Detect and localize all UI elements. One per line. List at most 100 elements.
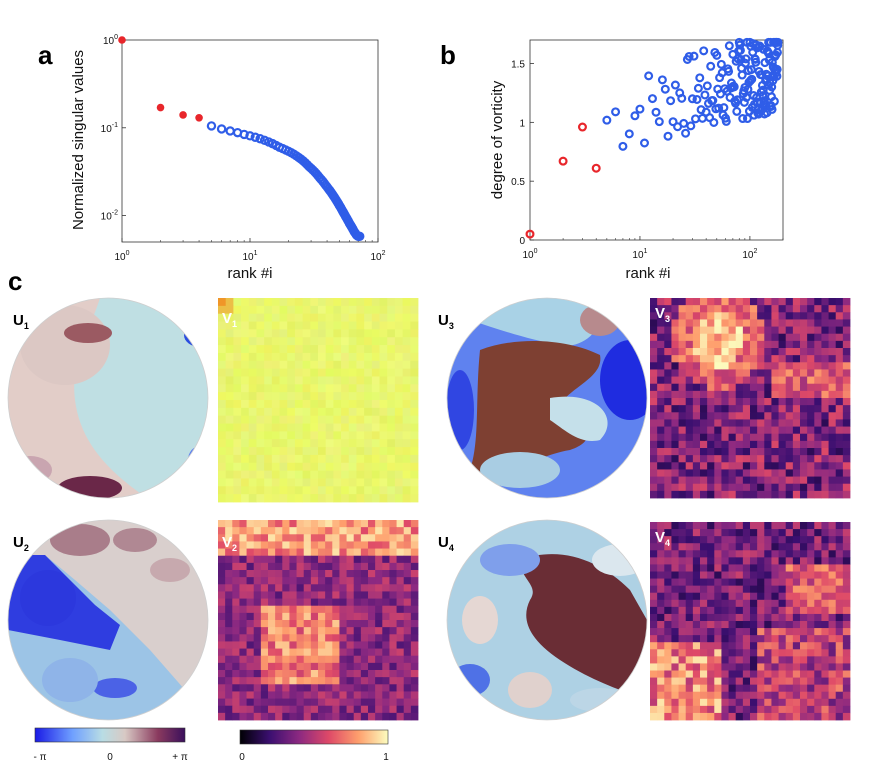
tag-u2: U2: [13, 534, 29, 553]
chart-b-point-blue: [670, 80, 680, 90]
v4-heatmap: [650, 522, 851, 721]
tag-v2: V2: [222, 534, 237, 553]
chart-a: 100 101 102 100 10-1 10-2 rank #i Normalized…: [70, 34, 386, 282]
chart-b-point-blue: [699, 46, 709, 56]
chart-b-point-blue: [666, 96, 676, 106]
chart-b-point-blue: [640, 138, 650, 148]
panel-label-b: b: [440, 40, 456, 70]
chart-b-point-blue: [716, 59, 726, 69]
chart-b-point-blue: [714, 103, 724, 113]
chart-b-point-blue: [751, 57, 761, 67]
chart-b-point-blue: [677, 93, 687, 103]
chart-a-point-blue: [216, 124, 227, 134]
chart-b-point-blue: [618, 141, 628, 151]
chart-b-point-blue: [706, 61, 716, 71]
chart-b-point-blue: [663, 131, 673, 141]
chart-b-xtick-label: 100: [522, 248, 537, 261]
chart-b-point-blue: [687, 94, 697, 104]
magnitude-colorbar-right: 1: [383, 752, 389, 763]
chart-b-point-blue: [700, 90, 710, 100]
chart-a-xtick-label: 100: [114, 250, 129, 263]
chart-b-point-blue: [712, 50, 722, 60]
chart-b-point-blue: [668, 117, 678, 127]
chart-b-point-blue: [737, 70, 747, 80]
phase-colorbar: [34, 727, 186, 743]
chart-a-ylabel: Normalized singular values: [70, 50, 87, 230]
chart-a-xtick-label: 102: [370, 250, 385, 263]
chart-b-point-blue: [630, 111, 640, 121]
panel-label-c: c: [8, 266, 22, 296]
chart-a-xtick-label: 101: [242, 250, 257, 263]
u2-phase-map: [8, 520, 208, 720]
chart-a-point-blue: [355, 231, 365, 242]
chart-b-point-blue: [724, 41, 734, 51]
phase-colorbar-right: + π: [172, 752, 188, 763]
chart-a-ytick-label: 10-1: [101, 122, 118, 135]
tag-v1: V1: [222, 310, 237, 329]
u1-border: [7, 297, 209, 499]
chart-a-point-red: [179, 111, 187, 119]
chart-b-ytick-label: 0.5: [511, 177, 525, 188]
chart-b-point-blue: [738, 114, 748, 124]
chart-a-point-blue: [245, 131, 255, 141]
chart-b-point-blue: [611, 107, 621, 117]
chart-b-point-blue: [651, 107, 661, 117]
chart-b-point-blue: [695, 73, 705, 83]
chart-b-point-blue: [684, 51, 694, 61]
chart-b-frame: [529, 39, 784, 241]
v3-heatmap: [650, 298, 851, 499]
chart-a-frame: [121, 39, 379, 243]
chart-b-point-blue: [740, 58, 750, 68]
chart-b-point-blue: [721, 116, 731, 126]
tag-u1: U1: [13, 312, 29, 331]
chart-a-point-blue: [250, 132, 260, 142]
chart-b-point-blue: [689, 51, 699, 61]
chart-b-point-red: [525, 229, 535, 239]
chart-b-point-blue: [624, 129, 634, 139]
chart-b-point-blue: [735, 40, 745, 50]
chart-b-point-blue: [709, 117, 719, 127]
chart-b-point-blue: [747, 74, 757, 84]
chart-b-point-blue: [732, 106, 742, 116]
magnitude-colorbar: [239, 729, 389, 745]
chart-a-ytick-label: 100: [103, 34, 118, 47]
chart-b-point-blue: [719, 103, 729, 113]
chart-a-ytick-label: 10-2: [101, 210, 118, 223]
u1-phase-map: [8, 298, 208, 498]
chart-b-point-blue: [702, 81, 712, 91]
chart-b: 100 101 102 0 0.5 1 1.5 rank #i degree of vor…: [489, 37, 784, 282]
magnitude-colorbar-left: 0: [239, 752, 245, 763]
chart-b-xtick-label: 101: [632, 248, 647, 261]
chart-b-ytick-label: 1: [519, 118, 525, 129]
chart-b-point-blue: [657, 75, 667, 85]
chart-b-point-blue: [602, 115, 612, 125]
chart-b-point-blue: [647, 94, 657, 104]
u4-phase-map: [447, 520, 647, 720]
chart-b-point-blue: [724, 66, 734, 76]
chart-a-point-blue: [206, 121, 217, 131]
chart-b-point-blue: [769, 96, 779, 106]
chart-b-point-blue: [729, 82, 739, 92]
chart-b-point-blue: [644, 71, 654, 81]
chart-a-point-red: [118, 36, 126, 44]
tag-u3: U3: [438, 312, 454, 331]
u3-phase-map: [447, 298, 647, 498]
chart-b-point-blue: [681, 128, 691, 138]
chart-a-point-blue: [255, 134, 265, 144]
chart-b-point-red: [591, 163, 601, 173]
chart-b-point-blue: [735, 45, 745, 55]
chart-b-point-blue: [635, 104, 645, 114]
v1-heatmap: [218, 298, 419, 503]
chart-b-ytick-label: 0: [519, 236, 525, 247]
chart-b-point-blue: [708, 95, 718, 105]
chart-b-ylabel: degree of vorticity: [489, 80, 506, 199]
v2-heatmap: [218, 520, 419, 721]
chart-b-xtick-label: 102: [742, 248, 757, 261]
chart-b-point-blue: [654, 117, 664, 127]
chart-a-point-red: [195, 113, 203, 122]
chart-b-point-blue: [746, 65, 756, 75]
chart-b-point-blue: [660, 84, 670, 94]
u4-border: [446, 519, 648, 721]
chart-b-point-blue: [692, 94, 702, 104]
